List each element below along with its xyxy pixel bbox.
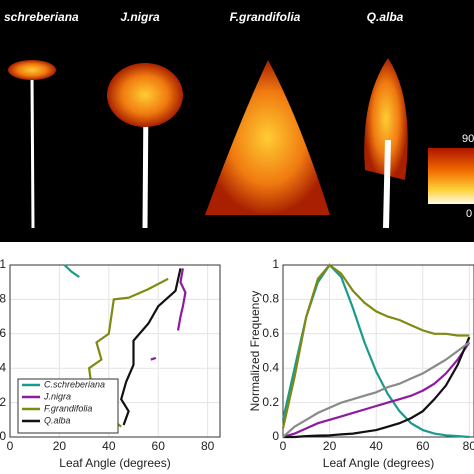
legend-label: Q.alba — [44, 415, 71, 425]
x-axis-label: Leaf Angle (degrees) — [323, 456, 434, 470]
colorbar-label: 90 — [462, 133, 474, 145]
colorbar — [428, 148, 474, 204]
tree-label: J.nigra — [120, 10, 160, 24]
y-tick-label: 1 — [0, 257, 6, 271]
y-tick-label: 0 — [0, 429, 6, 443]
legend-label: F.grandifolia — [44, 403, 92, 413]
tree-label: schreberiana — [4, 10, 79, 24]
legend-box — [17, 378, 119, 434]
tree-label: Q.alba — [367, 10, 404, 24]
y-tick-label: 0.4 — [262, 360, 279, 374]
y-tick-label: 0.2 — [0, 395, 6, 409]
x-tick-label: 40 — [102, 439, 116, 453]
x-tick-label: 80 — [463, 439, 474, 453]
series-line — [282, 341, 470, 438]
y-tick-label: 0.8 — [262, 292, 279, 306]
y-tick-label: 0.8 — [0, 292, 6, 306]
y-tick-label: 0 — [272, 429, 279, 443]
series-line — [281, 263, 470, 429]
tree — [8, 60, 56, 229]
y-tick-label: 1 — [272, 257, 279, 271]
series-line — [63, 264, 80, 278]
plot-frame — [282, 264, 474, 438]
series-line — [283, 336, 471, 439]
y-tick-label: 0.6 — [262, 326, 279, 340]
tree — [205, 60, 330, 215]
x-tick-label: 0 — [280, 439, 287, 453]
series-line — [120, 268, 182, 426]
x-tick-label: 80 — [201, 439, 215, 453]
legend-label: C.schreberiana — [44, 379, 105, 389]
x-tick-label: 60 — [416, 439, 430, 453]
tree-panel: schreberiana J.nigra F.grandifolia Q.alb… — [0, 0, 474, 242]
x-tick-label: 60 — [152, 439, 166, 453]
series-line — [282, 341, 471, 439]
x-axis-label: Leaf Angle (degrees) — [59, 456, 170, 470]
plot-frame — [9, 264, 221, 438]
legend-label: J.nigra — [43, 391, 71, 401]
tree-label: F.grandifolia — [230, 10, 301, 24]
x-tick-label: 20 — [53, 439, 67, 453]
x-tick-label: 0 — [7, 439, 14, 453]
x-tick-label: 20 — [323, 439, 337, 453]
y-tick-label: 0.2 — [262, 395, 279, 409]
series-line — [150, 268, 187, 361]
x-tick-label: 40 — [369, 439, 383, 453]
y-tick-label: 0.6 — [0, 326, 6, 340]
tree — [364, 58, 408, 229]
y-tick-label: 0.4 — [0, 360, 6, 374]
tree — [107, 63, 183, 229]
y-axis-label: Normalized Frequency — [248, 291, 262, 412]
colorbar-label: 0 — [466, 208, 472, 220]
